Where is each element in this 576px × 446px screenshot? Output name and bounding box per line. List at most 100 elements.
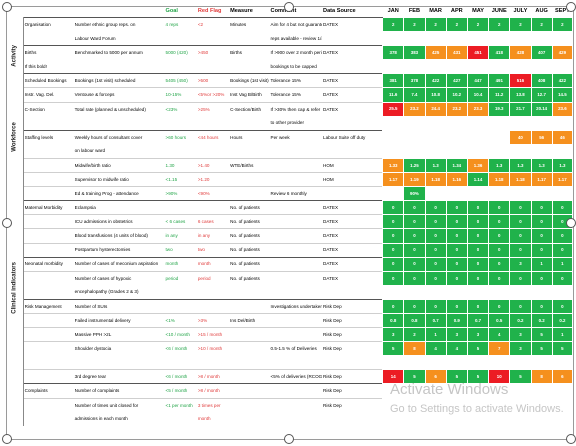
resize-handle-top[interactable] [284,2,294,12]
row-red-flag: >1.40 [196,157,230,173]
row-red-flag: period [196,270,230,286]
row-red-flag: <90% [196,186,230,201]
row-comment [269,200,323,215]
month-value-cell: 1.16 [445,172,468,188]
month-value-cell: 7 [488,341,511,357]
month-value-cell: 1 [530,256,553,272]
month-value-cell: 46 [551,129,573,145]
row-comment [270,356,323,370]
row-name: Staffing levels [23,129,74,145]
row-measure: No. of patients [229,214,270,229]
row-measure [229,116,269,130]
row-comment [269,327,323,342]
resize-handle-left[interactable] [2,218,12,228]
month-empty-cell [466,143,490,159]
table-row: Maternal Morbidity Eclampsia No. of patien… [7,200,573,216]
row-goal: <1 per month [164,397,197,413]
month-value-cell: 23.6 [551,101,573,117]
month-value-cell: 0 [445,214,468,230]
header-goal: Goal [165,8,178,15]
row-data-source: DATEX [322,242,383,258]
row-goal: <10 / month [164,327,197,342]
row-metric: Shoulder dystocia [73,341,165,356]
row-metric: Ventouse & forceps [73,87,165,103]
row-metric: admissions in each month [74,416,128,422]
row-data-source: HOM [322,172,383,187]
resize-handle-top-right[interactable] [566,2,576,12]
month-value-cell [551,186,573,202]
row-name [23,228,74,243]
section-label-cell: Activity [7,17,24,103]
month-empty-cell [424,355,447,371]
month-empty-cell [509,355,532,371]
row-goal: in any [164,228,197,243]
row-comment [269,256,323,272]
resize-handle-right[interactable] [566,218,576,228]
header-red-flag: Red Flag [197,8,222,15]
row-comment [270,285,323,299]
month-empty-cell [509,284,532,300]
month-value-cell: 10.2 [445,87,468,103]
row-name [23,341,74,356]
month-empty-cell [488,355,511,371]
row-name [23,32,73,46]
row-measure: No. of patients [229,256,270,272]
month-empty-cell [509,115,532,131]
row-measure: Births [229,45,270,60]
month-value-cell: 0 [382,242,405,258]
row-red-flag: <5%or >20% [196,87,230,103]
row-measure [229,383,270,399]
row-name [23,172,74,187]
month-empty-cell [488,59,511,75]
row-goal: <6 / month [164,369,197,384]
month-value-cell [530,186,553,202]
row-goal [164,298,197,314]
month-empty-cell [445,115,468,131]
resize-handle-bottom[interactable] [284,434,294,444]
row-measure [229,60,269,74]
resize-handle-bottom-left[interactable] [2,434,12,444]
month-value-cell: 0 [488,256,511,272]
month-value-cell: 0 [530,200,553,216]
header-spacer [74,7,165,18]
row-name: Complaints [23,383,74,399]
dashboard-table: Goal Red Flag Measure Comment Data Sourc… [7,7,573,427]
row-comment [269,270,323,286]
row-metric: Number of times unit closed for [73,397,165,413]
row-goal: 5405 (450) [164,73,197,88]
resize-handle-top-left[interactable] [2,2,12,12]
row-goal: >60 hours [164,129,197,145]
row-goal [165,60,197,74]
row-red-flag: >8 / month [196,369,230,384]
row-metric: Benchmarked to 5000 per annum [73,45,165,60]
row-name [23,369,74,384]
month-value-cell: 0 [382,298,405,314]
row-red-flag [197,356,229,370]
resize-handle-bottom-right[interactable] [566,434,576,444]
header-spacer [23,7,73,18]
row-name: Instr. Vag. Del. [23,87,74,103]
row-red-flag: <2 [196,16,230,32]
table-row: Workforce C-Section Total rate (planned & … [7,101,573,187]
row-goal: 10-15% [164,87,197,103]
month-empty-cell [466,115,490,131]
month-value-cell: 0 [488,214,511,230]
header-data-source: Data Source [323,8,356,15]
month-value-cell: 21.7 [509,101,532,117]
month-value-cell: 1.3 [551,157,573,174]
row-goal [165,116,197,130]
section-label-cell: Workforce [7,102,24,187]
month-value-cell [424,129,447,145]
row-metric: Weekly hours of consultant cover [73,129,165,145]
month-value-cell: 2 [488,16,511,33]
row-metric: Number of cases of hypoxic [73,270,165,286]
month-empty-cell [382,115,405,131]
row-data-source: DATEX [322,214,383,229]
row-measure [229,341,270,356]
month-value-cell: 8 [403,341,426,357]
row-red-flag: month [197,416,211,422]
month-value-cell: 422 [424,73,447,89]
table-row: Staffing levels Weekly hours of consultan… [7,129,573,145]
row-name [23,116,73,130]
month-value-cell: 90% [403,186,426,202]
